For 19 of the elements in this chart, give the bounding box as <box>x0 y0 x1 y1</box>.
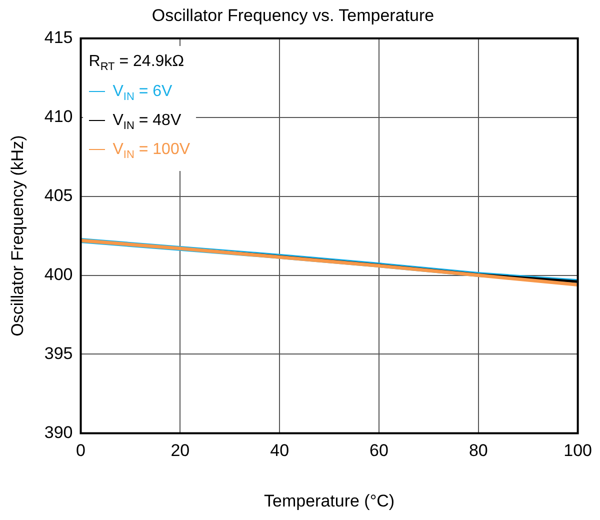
x-tick-label: 20 <box>170 441 190 460</box>
annotation: R$_{RT}$ = 24.9kΩ <box>88 52 186 76</box>
legend-label: V$_{IN}$ = 100V <box>112 140 190 164</box>
y-tick-label: 405 <box>44 186 73 206</box>
y-tick-label: 395 <box>44 344 73 363</box>
x-tick-label: 80 <box>468 441 488 460</box>
legend-label: V$_{IN}$ = 6V <box>112 82 174 105</box>
x-tick-label: 60 <box>370 441 388 460</box>
y-tick-label: 410 <box>44 107 73 126</box>
x-tick-label: 40 <box>270 441 290 460</box>
y-tick-label: 400 <box>44 264 73 284</box>
legend-label: V$_{IN}$ = 48V <box>112 110 182 134</box>
chart-title: Oscillator Frequency vs. Temperature <box>152 6 434 25</box>
x-tick-label: 100 <box>564 441 592 460</box>
y-tick-label: 415 <box>44 28 73 48</box>
y-tick-label: 390 <box>44 422 73 442</box>
y-axis-title: Oscillator Frequency (kHz) <box>8 135 27 336</box>
x-axis-title: Temperature (°C) <box>264 491 395 510</box>
x-tick-label: 0 <box>76 441 86 460</box>
